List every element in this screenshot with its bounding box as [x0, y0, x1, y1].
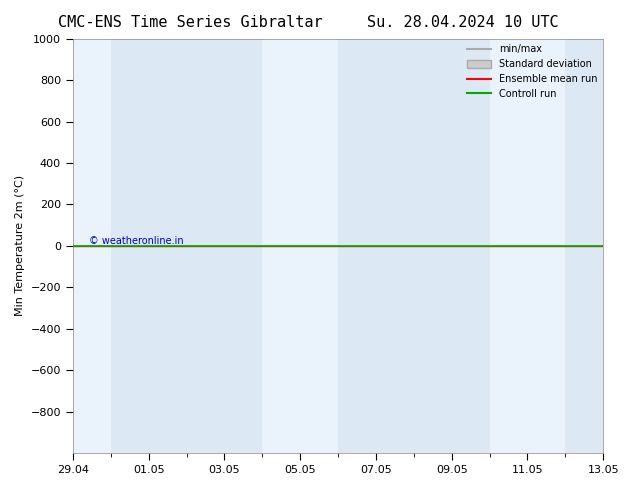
Text: Su. 28.04.2024 10 UTC: Su. 28.04.2024 10 UTC	[367, 15, 559, 30]
Legend: min/max, Standard deviation, Ensemble mean run, Controll run: min/max, Standard deviation, Ensemble me…	[463, 41, 601, 103]
Text: © weatheronline.in: © weatheronline.in	[89, 236, 183, 246]
Text: CMC-ENS Time Series Gibraltar: CMC-ENS Time Series Gibraltar	[58, 15, 323, 30]
Bar	[262, 39, 338, 453]
Bar	[73, 39, 111, 453]
Bar	[489, 39, 566, 453]
Y-axis label: Min Temperature 2m (°C): Min Temperature 2m (°C)	[15, 175, 25, 317]
